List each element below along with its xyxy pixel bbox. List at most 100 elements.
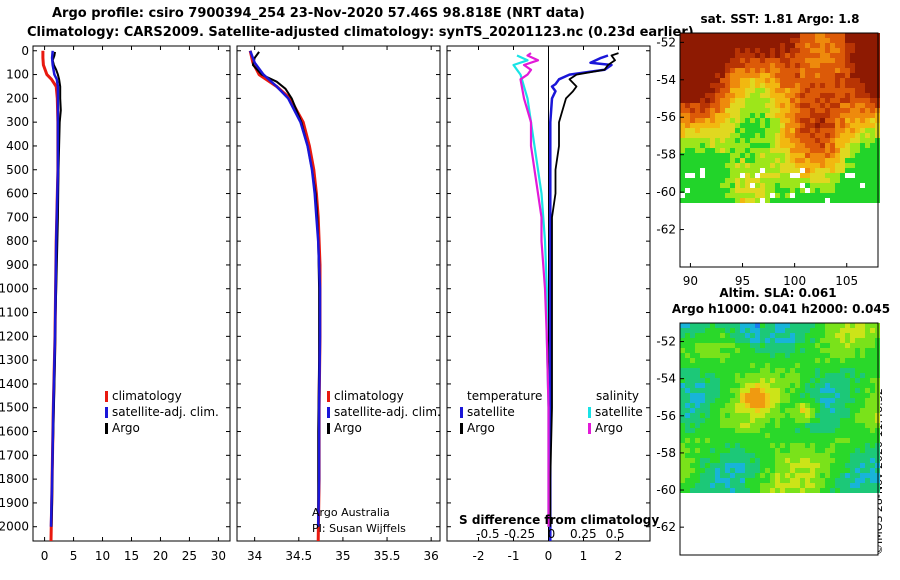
sla-cell (800, 453, 805, 458)
sla-cell (850, 478, 855, 483)
sst-cell (795, 188, 800, 193)
sst-cell (815, 123, 820, 128)
sst-cell (850, 193, 855, 198)
sla-cell (850, 323, 855, 328)
sst-cell (730, 88, 735, 93)
sst-cell (830, 103, 835, 108)
sla-cell (795, 368, 800, 373)
sla-cell (790, 403, 795, 408)
sla-cell (850, 423, 855, 428)
sla-cell (710, 473, 715, 478)
sst-cell (815, 168, 820, 173)
sla-cell (780, 338, 785, 343)
sst-cell (795, 88, 800, 93)
sst-cell (825, 153, 830, 158)
sla-cell (800, 398, 805, 403)
sst-cell (870, 33, 875, 38)
sla-cell (685, 473, 690, 478)
sst-cell (770, 173, 775, 178)
sst-cell (705, 173, 710, 178)
sla-cell (695, 428, 700, 433)
sla-cell (755, 468, 760, 473)
sst-cell (690, 108, 695, 113)
sla-cell (730, 363, 735, 368)
sst-cell (750, 48, 755, 53)
sla-cell (720, 403, 725, 408)
temp-diff-satellite-line (549, 54, 613, 541)
sst-cell (780, 128, 785, 133)
sla-cell (745, 338, 750, 343)
sst-cell (805, 133, 810, 138)
sst-cell (780, 188, 785, 193)
sst-cell (750, 153, 755, 158)
sst-cell (740, 198, 745, 203)
sst-cell (780, 58, 785, 63)
sst-cell (840, 68, 845, 73)
sla-cell (845, 373, 850, 378)
sst-cell (780, 143, 785, 148)
sla-cell (805, 383, 810, 388)
sla-cell (715, 348, 720, 353)
sst-cell (820, 148, 825, 153)
sst-cell (745, 53, 750, 58)
sla-cell (780, 353, 785, 358)
sla-cell (735, 483, 740, 488)
sla-cell (715, 378, 720, 383)
sla-cell (855, 418, 860, 423)
sla-cell (865, 408, 870, 413)
sst-cell (745, 58, 750, 63)
sst-cell (840, 108, 845, 113)
sla-cell (800, 443, 805, 448)
sst-cell (765, 158, 770, 163)
salinity-legend-swatch (327, 423, 330, 434)
salinity-x-tick-label: 34.5 (285, 549, 312, 563)
sst-cell (755, 173, 760, 178)
sla-cell (835, 323, 840, 328)
sst-cell (865, 73, 870, 78)
sla-cell (815, 413, 820, 418)
sla-cell (800, 423, 805, 428)
sla-y-tick-label: -52 (656, 335, 676, 349)
sla-cell (845, 338, 850, 343)
sst-cell (865, 83, 870, 88)
sla-cell (760, 478, 765, 483)
sla-cell (780, 463, 785, 468)
sst-cell (790, 88, 795, 93)
sla-cell (775, 363, 780, 368)
sst-cell (770, 193, 775, 198)
sla-cell (730, 448, 735, 453)
sst-cell (840, 103, 845, 108)
sst-cell (830, 73, 835, 78)
sla-cell (745, 473, 750, 478)
sla-cell (705, 373, 710, 378)
sla-cell (815, 333, 820, 338)
sst-cell (695, 48, 700, 53)
sst-cell (795, 73, 800, 78)
sla-cell (700, 463, 705, 468)
sst-cell (720, 103, 725, 108)
sst-cell (825, 68, 830, 73)
sla-cell (685, 483, 690, 488)
depth-tick-label: 700 (6, 210, 29, 224)
sla-cell (730, 418, 735, 423)
sla-cell (820, 478, 825, 483)
sst-cell (760, 113, 765, 118)
temperature-panel-frame (32, 45, 231, 542)
salinity-x-tick-label: 34 (247, 549, 262, 563)
sst-cell (740, 78, 745, 83)
sla-cell (870, 353, 875, 358)
sst-cell (740, 148, 745, 153)
sst-cell (810, 103, 815, 108)
sst-cell (865, 78, 870, 83)
sla-cell (715, 403, 720, 408)
sla-cell (765, 468, 770, 473)
sla-cell (705, 478, 710, 483)
sst-cell (820, 183, 825, 188)
sst-cell (730, 78, 735, 83)
sst-cell (815, 63, 820, 68)
sla-cell (750, 368, 755, 373)
sst-cell (685, 113, 690, 118)
sst-cell (840, 143, 845, 148)
sst-cell (810, 68, 815, 73)
sla-cell (845, 418, 850, 423)
